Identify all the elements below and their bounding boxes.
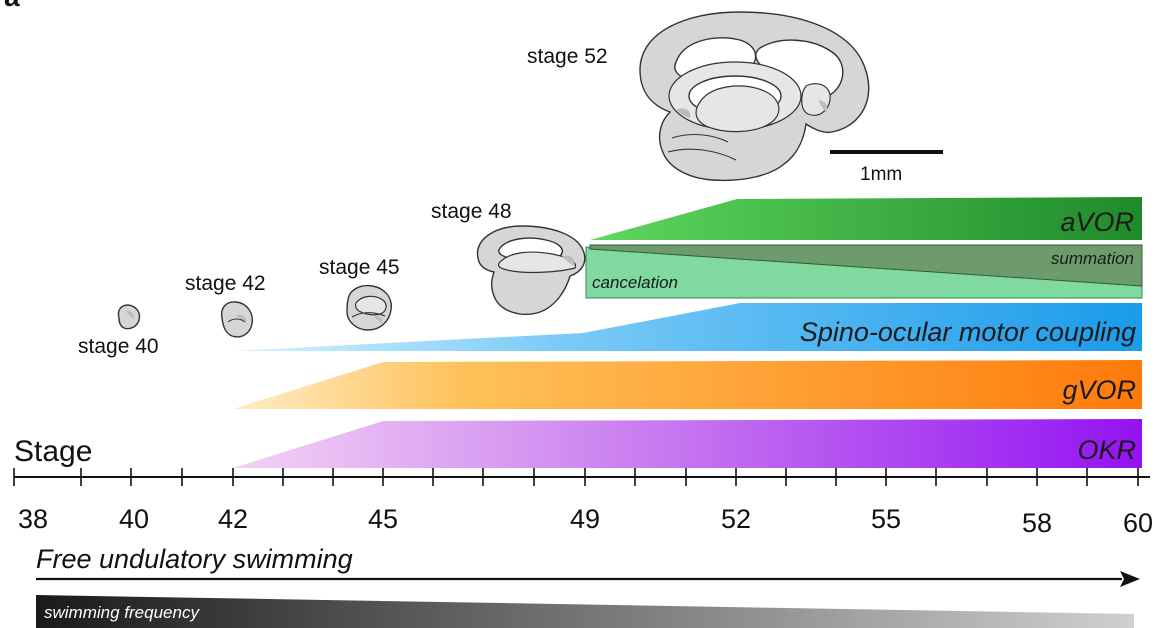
scale-bar-label: 1mm [860,164,902,185]
axis-tick-label: 40 [119,504,149,534]
axis-title: Stage [14,435,92,468]
axis-tick-label: 38 [18,504,48,534]
swimming-arrow-label: Free undulatory swimming [36,544,353,574]
axis-tick-label: 58 [1022,508,1052,538]
spino-ocular-band [233,303,1142,351]
axis-tick-label: 45 [368,504,398,534]
stage-52-label: stage 52 [527,45,608,68]
avor-label: aVOR [1060,207,1134,237]
swimming-arrow-head [1120,571,1140,587]
okr-label: OKR [1077,435,1136,465]
summation-band [589,244,1143,287]
inner-ear-stage-40-illustration [117,304,141,330]
swimming-frequency-wedge [36,595,1134,628]
inner-ear-stage-52-illustration [639,11,870,182]
avor-band [590,197,1142,240]
inner-ear-stage-48-illustration [476,225,586,315]
inner-ear-stage-42-illustration [220,301,254,338]
panel-label: a [4,0,20,12]
swimming-frequency-label: swimming frequency [44,603,200,622]
axis-tick-label: 42 [218,504,248,534]
axis-tick-label: 52 [721,504,751,534]
axis-tick-label: 49 [570,504,600,534]
axis-tick-labels: 38 40 42 45 49 52 55 58 60 [18,504,1153,538]
cancelation-label: cancelation [592,273,678,292]
gvor-label: gVOR [1062,375,1136,405]
stage-40-label: stage 40 [78,335,159,358]
stage-45-label: stage 45 [319,256,400,279]
stage-42-label: stage 42 [185,272,266,295]
axis-tick-label: 60 [1123,508,1153,538]
axis-ticks [13,468,1139,486]
stage-48-label: stage 48 [431,200,512,223]
gvor-band [233,360,1142,409]
okr-band [233,419,1142,468]
axis-tick-label: 55 [871,504,901,534]
inner-ear-stage-45-illustration [346,284,392,331]
summation-label: summation [1051,249,1134,268]
spino-ocular-label: Spino-ocular motor coupling [800,317,1136,347]
